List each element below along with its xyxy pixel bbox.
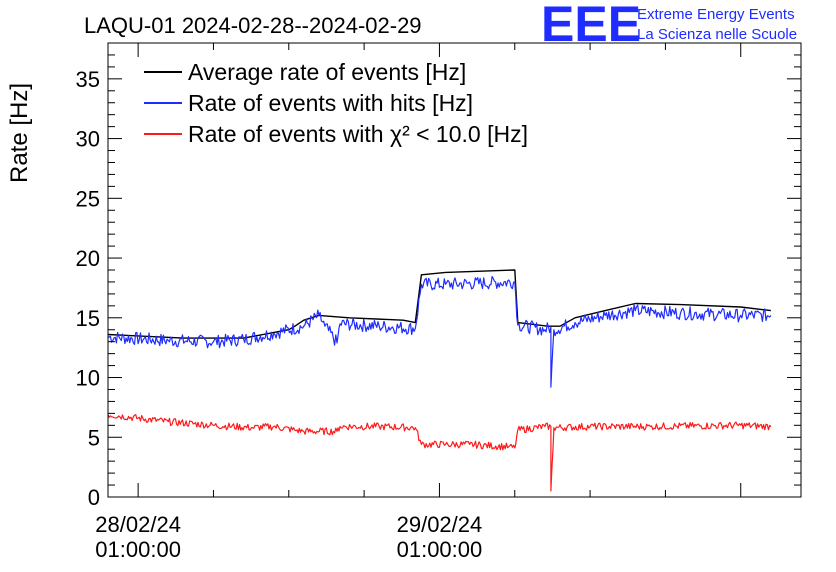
y-axis-label: Rate [Hz] bbox=[6, 83, 33, 183]
x-tick-label-time: 01:00:00 bbox=[397, 537, 483, 562]
y-tick-label: 25 bbox=[76, 186, 100, 211]
y-tick-label: 10 bbox=[76, 366, 100, 391]
legend: Average rate of events [Hz] Rate of even… bbox=[144, 59, 528, 147]
legend-label-average: Average rate of events [Hz] bbox=[188, 59, 466, 85]
eee-logo: EEE Extreme Energy Events La Scienza nel… bbox=[541, 0, 797, 52]
y-tick-label: 35 bbox=[76, 67, 100, 92]
y-tick-label: 15 bbox=[76, 306, 100, 331]
x-tick-label-time: 01:00:00 bbox=[95, 537, 181, 562]
logo-line1: Extreme Energy Events bbox=[637, 6, 795, 23]
axes-layer: 0510152025303528/02/2401:00:0029/02/2401… bbox=[76, 42, 802, 562]
logo-line2: La Scienza nelle Scuole bbox=[637, 26, 797, 43]
series-line-2 bbox=[107, 414, 772, 492]
series-line-0 bbox=[107, 269, 771, 339]
y-tick-label: 0 bbox=[88, 485, 100, 510]
legend-label-hits: Rate of events with hits [Hz] bbox=[188, 90, 473, 116]
series-line-1 bbox=[107, 275, 772, 388]
y-tick-label: 5 bbox=[88, 425, 100, 450]
x-tick-label-date: 29/02/24 bbox=[397, 512, 483, 537]
x-tick-label-date: 28/02/24 bbox=[95, 512, 181, 537]
legend-label-chi2: Rate of events with χ² < 10.0 [Hz] bbox=[188, 121, 528, 147]
y-tick-label: 20 bbox=[76, 246, 100, 271]
logo-mark: EEE bbox=[541, 0, 641, 52]
y-tick-label: 30 bbox=[76, 127, 100, 152]
chart-title: LAQU-01 2024-02-28--2024-02-29 bbox=[84, 13, 422, 38]
data-layer bbox=[107, 269, 772, 492]
